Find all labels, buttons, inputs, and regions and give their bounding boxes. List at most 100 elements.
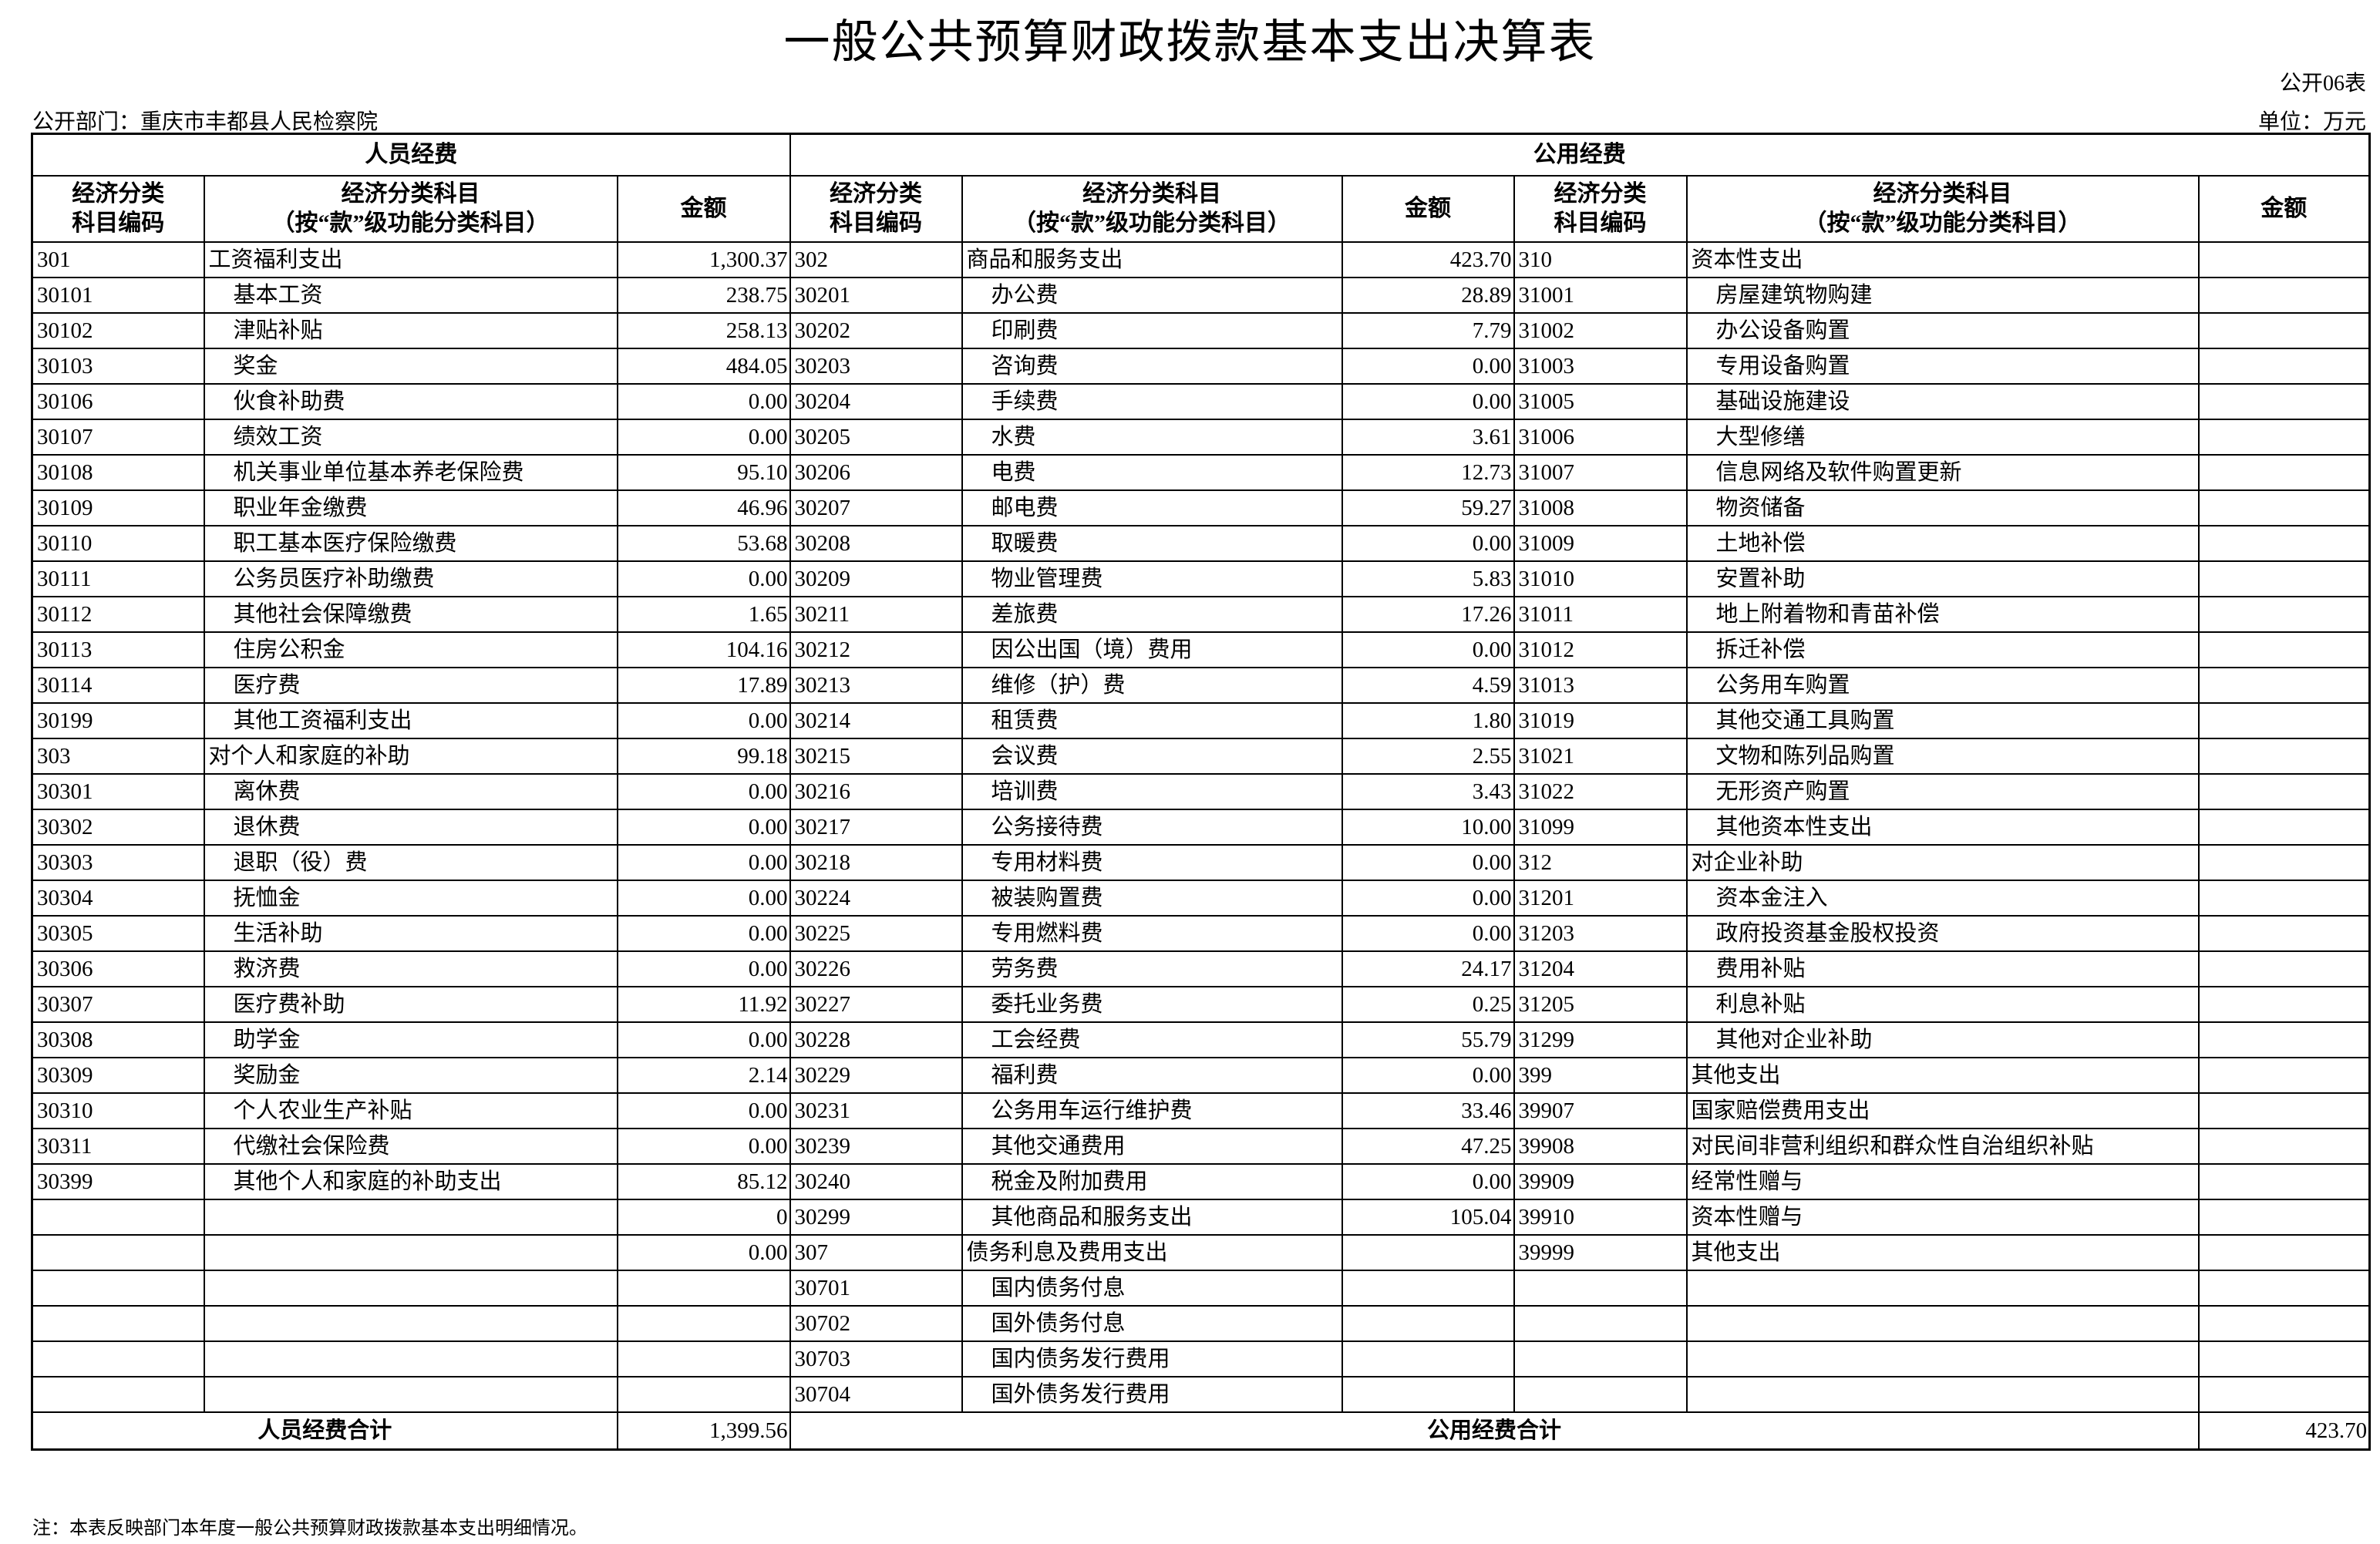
cell-name-text: 拆迁补偿 — [1715, 637, 1806, 662]
cell-amount — [2197, 880, 2371, 917]
cell-name: 个人农业生产补贴 — [203, 1092, 618, 1129]
cell-name-text: 取暖费 — [991, 531, 1059, 556]
cell-name: 基本工资 — [203, 277, 618, 314]
cell-name: 公务接待费 — [961, 809, 1343, 846]
cell-name-text: 公务员医疗补助缴费 — [233, 567, 435, 591]
cell-code: 31203 — [1513, 915, 1688, 952]
cell-code-text: 30204 — [794, 389, 851, 414]
cell-amount-text: 0.00 — [748, 957, 788, 981]
cell-name: 退职（役）费 — [203, 844, 618, 881]
cell-amount: 0.00 — [1341, 348, 1515, 385]
cell-amount: 0.00 — [1341, 844, 1515, 881]
cell-code-text: 30106 — [37, 389, 93, 414]
cell-amount — [1341, 1234, 1515, 1271]
cell-amount — [2197, 844, 2371, 881]
cell-name: 物资储备 — [1685, 489, 2200, 526]
cell-amount-text: 95.10 — [737, 460, 788, 485]
cell-code-text: 30301 — [37, 779, 93, 804]
cell-name-text: 其他交通工具购置 — [1715, 708, 1895, 733]
cell-code: 30226 — [789, 950, 963, 987]
section-header-row: 人员经费 公用经费 — [31, 133, 2371, 177]
cell-amount-text: 423.70 — [1449, 247, 1512, 272]
cell-name: 办公费 — [961, 277, 1343, 314]
table-row: 30701 国内债务付息 — [31, 1270, 2371, 1307]
cell-code: 30229 — [789, 1057, 963, 1094]
cell-name-text: 债务利息及费用支出 — [966, 1240, 1168, 1265]
cell-name-text: 其他工资福利支出 — [233, 708, 412, 733]
cell-amount: 105.04 — [1341, 1199, 1515, 1236]
cell-name-text: 机关事业单位基本养老保险费 — [233, 460, 524, 485]
cell-code — [1513, 1340, 1688, 1377]
cell-name-text: 其他个人和家庭的补助支出 — [233, 1169, 502, 1194]
cell-amount: 0.25 — [1341, 986, 1515, 1023]
cell-amount — [1341, 1376, 1515, 1413]
cell-code: 30108 — [31, 454, 205, 491]
cell-name-text: 国内债务付息 — [991, 1276, 1126, 1300]
cell-name: 医疗费 — [203, 667, 618, 704]
cell-code-text: 31019 — [1518, 708, 1575, 733]
cell-name-text: 文物和陈列品购置 — [1715, 744, 1895, 769]
cell-amount-text: 0.00 — [1472, 1169, 1512, 1194]
cell-code: 31001 — [1513, 277, 1688, 314]
cell-code: 39909 — [1513, 1163, 1688, 1200]
cell-name-text: 退休费 — [233, 815, 301, 839]
cell-code: 31008 — [1513, 489, 1688, 526]
cell-code-text: 30307 — [37, 992, 93, 1017]
cell-code: 30301 — [31, 773, 205, 810]
cell-name: 抚恤金 — [203, 880, 618, 917]
cell-amount: 2.14 — [616, 1057, 791, 1094]
personnel-total-label: 人员经费合计 — [31, 1411, 618, 1451]
cell-name: 绩效工资 — [203, 419, 618, 456]
cell-code-text: 30206 — [794, 460, 851, 485]
cell-code-text: 30212 — [794, 637, 851, 662]
cell-code: 30306 — [31, 950, 205, 987]
page-title: 一般公共预算财政拨款基本支出决算表 — [783, 17, 1597, 68]
cell-code-text: 31001 — [1518, 283, 1575, 308]
cell-code: 399 — [1513, 1057, 1688, 1094]
cell-code: 302 — [789, 241, 963, 278]
department-label: 公开部门：重庆市丰都县人民检察院 — [32, 110, 379, 134]
cell-name: 利息补贴 — [1685, 986, 2200, 1023]
cell-code-text: 31021 — [1518, 744, 1575, 769]
table-row: 0 30299 其他商品和服务支出 105.04 39910 资本性赠与 — [31, 1199, 2371, 1236]
cell-code: 30203 — [789, 348, 963, 385]
cell-code-text: 30703 — [794, 1347, 851, 1371]
cell-name — [203, 1270, 618, 1307]
cell-code-text: 30199 — [37, 708, 93, 733]
cell-code: 30311 — [31, 1128, 205, 1165]
cell-code: 31011 — [1513, 596, 1688, 633]
cell-name — [203, 1234, 618, 1271]
table-row: 301 工资福利支出 1,300.37 302 商品和服务支出 423.70 310 资本性支… — [31, 241, 2371, 278]
cell-amount — [2197, 738, 2371, 775]
cell-code-text: 30211 — [794, 602, 850, 627]
cell-code-text: 30101 — [37, 283, 93, 308]
cell-name-text: 基本工资 — [233, 283, 323, 308]
unit-label: 单位：万元 — [2257, 110, 2366, 134]
cell-amount-text: 17.26 — [1461, 602, 1512, 627]
cell-amount: 423.70 — [1341, 241, 1515, 278]
cell-amount: 0.00 — [616, 1021, 791, 1058]
cell-name: 其他工资福利支出 — [203, 702, 618, 739]
cell-code: 30202 — [789, 312, 963, 349]
cell-code-text: 31002 — [1518, 318, 1575, 343]
cell-name: 拆迁补偿 — [1685, 631, 2200, 668]
cell-code-text: 30702 — [794, 1311, 851, 1336]
cell-name: 国外债务付息 — [961, 1305, 1343, 1342]
cell-code: 30702 — [789, 1305, 963, 1342]
table-row: 30109 职业年金缴费 46.96 30207 邮电费 59.27 31008 物资储备 — [31, 489, 2371, 526]
cell-amount: 5.83 — [1341, 560, 1515, 597]
cell-amount — [2197, 1128, 2371, 1165]
cell-amount: 0.00 — [616, 560, 791, 597]
cell-code: 31003 — [1513, 348, 1688, 385]
column-header-amount: 金额 — [616, 175, 791, 243]
cell-code: 312 — [1513, 844, 1688, 881]
cell-name: 委托业务费 — [961, 986, 1343, 1023]
cell-code-text: 30305 — [37, 921, 93, 946]
cell-name-text: 奖励金 — [233, 1063, 301, 1088]
cell-code: 30208 — [789, 525, 963, 562]
cell-amount — [1341, 1305, 1515, 1342]
cell-amount-text: 0.00 — [1472, 886, 1512, 910]
cell-name: 医疗费补助 — [203, 986, 618, 1023]
cell-name: 对民间非营利组织和群众性自治组织补贴 — [1685, 1128, 2200, 1165]
cell-name: 其他个人和家庭的补助支出 — [203, 1163, 618, 1200]
